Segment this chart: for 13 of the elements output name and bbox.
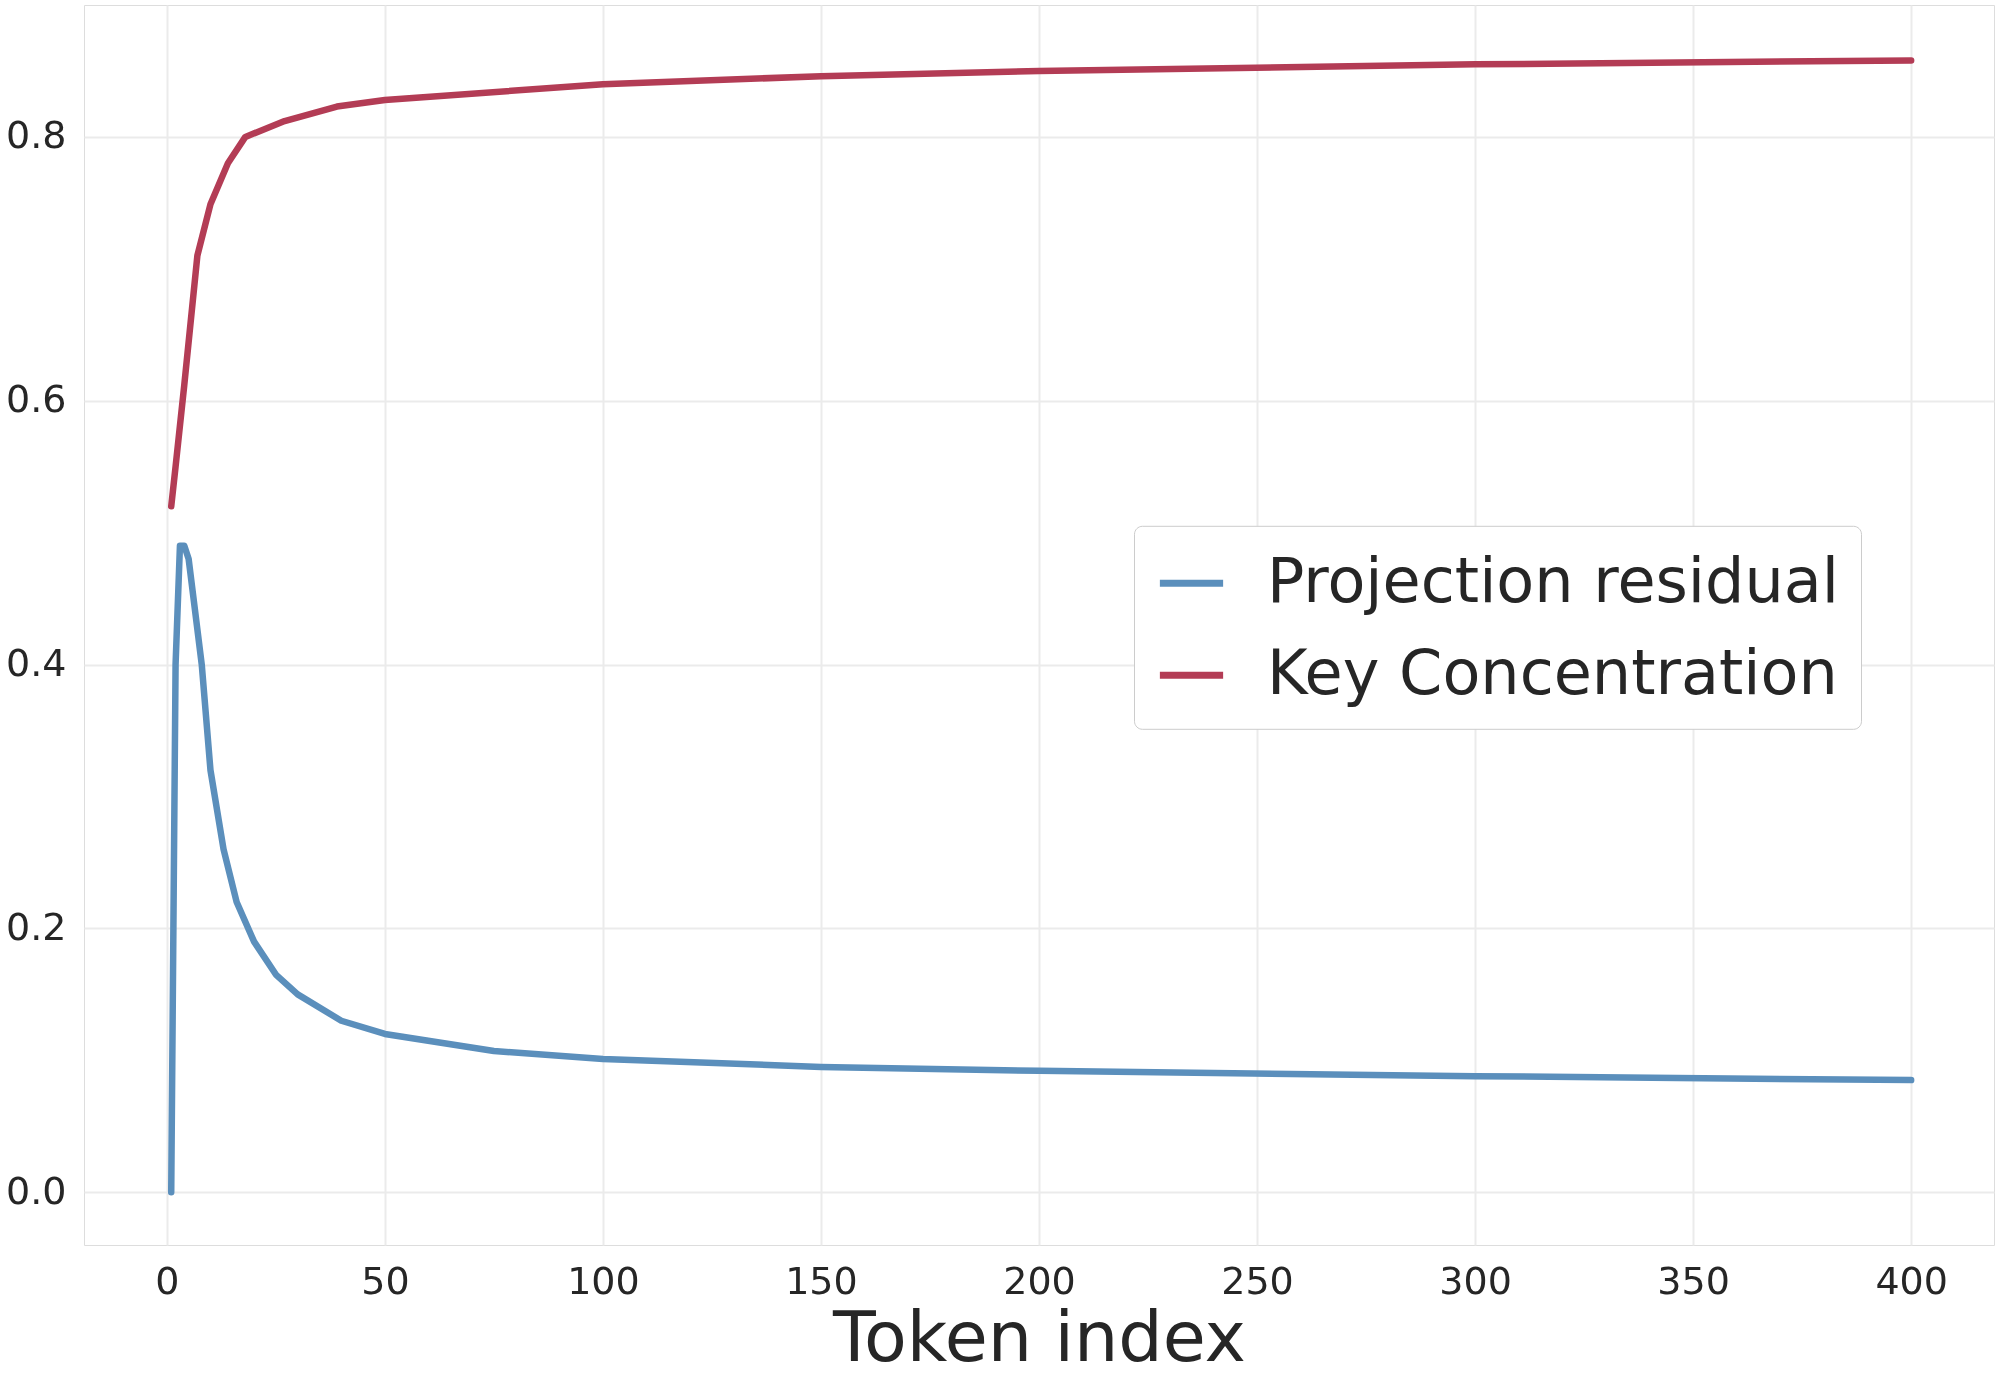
y-tick-label: 0.8 [6, 113, 67, 158]
legend-label: Key Concentration [1267, 636, 1838, 710]
y-tick-label: 0.2 [6, 904, 67, 949]
legend-label: Projection residual [1267, 544, 1839, 618]
x-tick-label: 0 [155, 1258, 180, 1303]
x-tick-label: 100 [567, 1258, 640, 1303]
y-tick-label: 0.0 [6, 1168, 67, 1213]
x-tick-label: 300 [1439, 1258, 1512, 1303]
y-tick-label: 0.6 [6, 377, 67, 422]
x-tick-label: 400 [1875, 1258, 1948, 1303]
x-tick-label: 50 [361, 1258, 410, 1303]
y-tick-label: 0.4 [6, 641, 67, 686]
x-tick-label: 350 [1657, 1258, 1730, 1303]
